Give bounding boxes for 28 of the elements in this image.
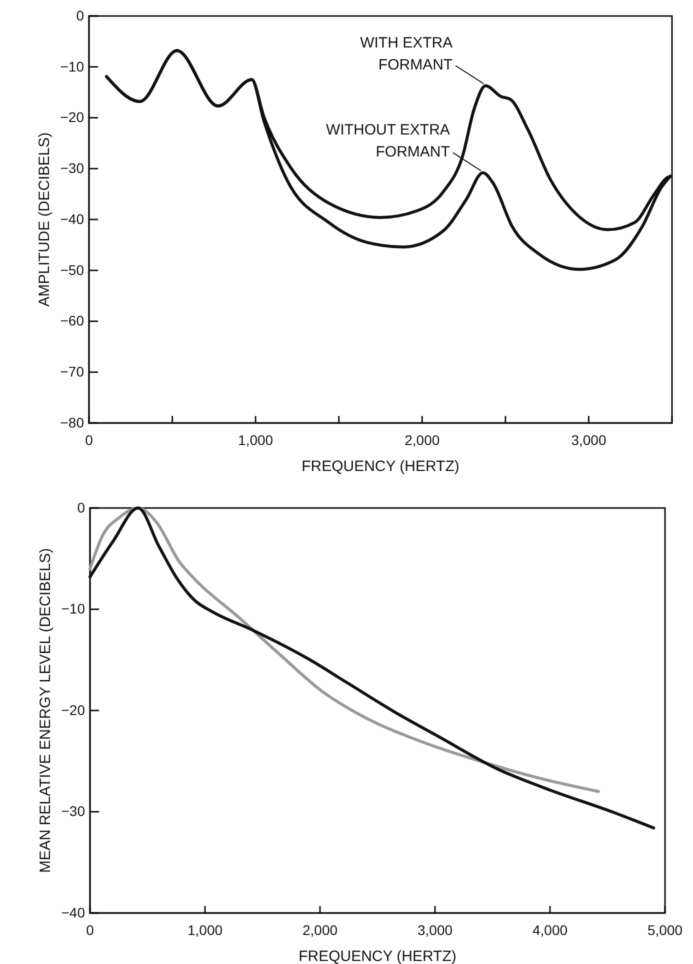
x-axis-title: FREQUENCY (HERTZ): [298, 948, 456, 964]
x-tick-label: 4,000: [532, 922, 568, 938]
y-tick-label: 0: [76, 7, 84, 24]
x-tick-label: 1,000: [187, 922, 223, 938]
y-axis-title: AMPLITUDE (DECIBELS): [36, 132, 53, 307]
y-tick-label: −20: [60, 109, 84, 126]
x-tick-label: 3,000: [571, 432, 606, 448]
y-tick-label: −30: [60, 160, 84, 176]
y-axis-title: MEAN RELATIVE ENERGY LEVEL (DECIBELS): [37, 548, 54, 873]
y-tick-label: −40: [60, 210, 84, 227]
y-tick-label: −20: [61, 702, 86, 718]
y-tick-label: −10: [61, 600, 86, 617]
x-axis-title: FREQUENCY (HERTZ): [302, 458, 460, 475]
x-tick-label: 2,000: [302, 922, 338, 938]
x-tick-label: 3,000: [417, 922, 453, 938]
x-tick-label: 1,000: [238, 432, 274, 448]
y-tick-label: −50: [60, 262, 84, 278]
y-tick-label: −30: [61, 803, 86, 820]
y-tick-label: −60: [60, 312, 84, 329]
annotation: WITHOUT EXTRA FORMANT: [326, 122, 450, 161]
x-tick-label: 5,000: [647, 922, 683, 938]
y-tick-label: −40: [61, 904, 86, 920]
y-tick-label: −80: [60, 414, 84, 430]
y-tick-label: −70: [60, 364, 84, 380]
y-tick-label: −10: [60, 58, 84, 74]
annotation: WITH EXTRA FORMANT: [360, 34, 453, 74]
x-tick-label: 2,000: [404, 432, 440, 448]
y-tick-label: 0: [77, 499, 86, 516]
